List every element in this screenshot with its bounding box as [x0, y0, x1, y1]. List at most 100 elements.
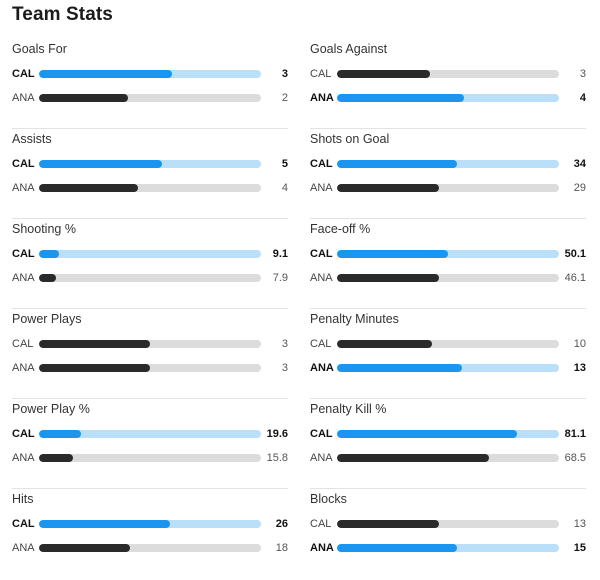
stat-row-cal: CAL 13 — [310, 516, 586, 532]
stat-row-cal: CAL 50.1 — [310, 246, 586, 262]
stat-bar-fill — [39, 520, 170, 528]
stat-row-ana: ANA 46.1 — [310, 270, 586, 286]
stat-value: 26 — [275, 518, 288, 530]
stat-row-ana: ANA 29 — [310, 180, 586, 196]
stat-row-cal: CAL 5 — [12, 156, 288, 172]
stat-row-cal: CAL 3 — [310, 66, 586, 82]
stat-value: 3 — [281, 68, 288, 80]
stat-title: Face-off % — [310, 222, 371, 236]
team-abbr: ANA — [310, 362, 334, 374]
stat-goals-for: Goals For CAL 3 ANA 2 — [12, 40, 288, 130]
team-abbr: CAL — [310, 158, 333, 170]
stat-bar-track — [337, 364, 559, 372]
stat-bar-fill — [337, 520, 440, 528]
stat-title: Hits — [12, 492, 34, 506]
stat-value: 7.9 — [272, 272, 288, 284]
stat-row-cal: CAL 19.6 — [12, 426, 288, 442]
stat-bar-track — [39, 184, 261, 192]
team-abbr: CAL — [12, 338, 34, 350]
stat-title: Power Play % — [12, 402, 90, 416]
stat-bar-fill — [39, 544, 131, 552]
stat-bar-track — [337, 184, 559, 192]
stat-bar-track — [337, 340, 559, 348]
stat-value: 18 — [275, 542, 288, 554]
stat-bar-fill — [337, 340, 433, 348]
stat-power-plays: Power Plays CAL 3 ANA 3 — [12, 310, 288, 400]
stat-bar-fill — [39, 340, 150, 348]
stat-value: 19.6 — [266, 428, 288, 440]
stat-bar-track — [337, 70, 559, 78]
stat-row-ana: ANA 4 — [310, 90, 586, 106]
stat-bar-fill — [39, 364, 150, 372]
team-abbr: ANA — [12, 272, 35, 284]
stat-blocks: Blocks CAL 13 ANA 15 — [310, 490, 586, 580]
stat-value: 13 — [573, 518, 586, 530]
stat-bar-track — [337, 160, 559, 168]
stat-row-cal: CAL 26 — [12, 516, 288, 532]
stat-bar-track — [337, 94, 559, 102]
stat-bar-fill — [337, 454, 490, 462]
team-abbr: ANA — [310, 272, 333, 284]
stat-title: Goals Against — [310, 42, 388, 56]
page-title: Team Stats — [12, 4, 113, 25]
stat-title: Penalty Kill % — [310, 402, 387, 416]
team-abbr: ANA — [310, 542, 334, 554]
stat-value: 46.1 — [564, 272, 586, 284]
stat-title: Shooting % — [12, 222, 76, 236]
stat-goals-against: Goals Against CAL 3 ANA 4 — [310, 40, 586, 130]
stat-bar-fill — [39, 160, 163, 168]
stat-bar-track — [39, 520, 261, 528]
stat-shooting: Shooting % CAL 9.1 ANA 7.9 — [12, 220, 288, 310]
stat-bar-track — [39, 364, 261, 372]
stat-value: 29 — [573, 182, 586, 194]
stat-bar-fill — [39, 250, 59, 258]
stat-value: 5 — [281, 158, 288, 170]
stat-value: 9.1 — [272, 248, 288, 260]
stat-value: 34 — [573, 158, 586, 170]
team-abbr: ANA — [12, 92, 35, 104]
stat-bar-fill — [337, 430, 517, 438]
team-abbr: ANA — [310, 92, 334, 104]
stat-bar-fill — [337, 184, 440, 192]
stat-value: 81.1 — [564, 428, 586, 440]
stat-value: 15 — [573, 542, 586, 554]
stat-title: Goals For — [12, 42, 67, 56]
stat-row-ana: ANA 18 — [12, 540, 288, 556]
stat-value: 4 — [281, 182, 288, 194]
stat-row-ana: ANA 7.9 — [12, 270, 288, 286]
stat-bar-track — [39, 250, 261, 258]
stat-row-ana: ANA 13 — [310, 360, 586, 376]
stat-title: Shots on Goal — [310, 132, 390, 146]
stat-value: 68.5 — [564, 452, 586, 464]
stat-bar-fill — [39, 70, 173, 78]
stat-value: 3 — [281, 362, 288, 374]
team-abbr: CAL — [310, 248, 333, 260]
stat-power-play: Power Play % CAL 19.6 ANA 15.8 — [12, 400, 288, 490]
team-abbr: ANA — [12, 542, 35, 554]
stat-row-cal: CAL 10 — [310, 336, 586, 352]
stat-title: Assists — [12, 132, 52, 146]
stat-bar-track — [39, 160, 261, 168]
team-abbr: ANA — [310, 182, 333, 194]
stat-value: 2 — [281, 92, 288, 104]
stat-bar-fill — [39, 274, 56, 282]
stat-value: 3 — [579, 68, 586, 80]
stat-row-ana: ANA 4 — [12, 180, 288, 196]
team-abbr: ANA — [310, 452, 333, 464]
stat-bar-fill — [39, 430, 82, 438]
stat-bar-track — [337, 430, 559, 438]
team-abbr: CAL — [12, 68, 35, 80]
stat-assists: Assists CAL 5 ANA 4 — [12, 130, 288, 220]
stat-row-ana: ANA 2 — [12, 90, 288, 106]
team-abbr: CAL — [310, 68, 332, 80]
stat-row-cal: CAL 9.1 — [12, 246, 288, 262]
stat-row-ana: ANA 68.5 — [310, 450, 586, 466]
stat-bar-fill — [337, 70, 431, 78]
stat-bar-fill — [39, 94, 128, 102]
stat-row-ana: ANA 3 — [12, 360, 288, 376]
stat-bar-track — [39, 430, 261, 438]
stat-bar-track — [337, 250, 559, 258]
team-abbr: ANA — [12, 362, 35, 374]
stat-bar-fill — [337, 274, 440, 282]
